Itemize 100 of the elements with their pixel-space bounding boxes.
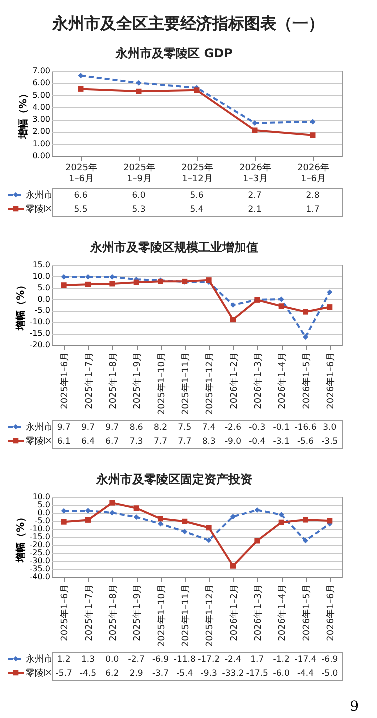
x-tick-label: 2025年1–11月: [180, 352, 192, 416]
x-tick-label: 2025年1–6月: [60, 584, 71, 642]
x-tick-label: 2026年1–3月: [252, 584, 264, 642]
point: [158, 521, 164, 527]
data-label: -2.4: [224, 655, 242, 665]
data-label: -16.6: [294, 423, 317, 433]
point: [136, 88, 142, 94]
point: [230, 514, 236, 520]
data-label: -0.4: [249, 437, 266, 447]
data-label: 8.6: [130, 423, 144, 433]
y-tick-label: -25.0: [30, 548, 50, 558]
point: [303, 334, 308, 340]
data-label: -5.4: [176, 669, 194, 679]
data-label: -2.7: [128, 655, 145, 665]
point: [61, 282, 67, 288]
data-label: 1.7: [306, 205, 320, 215]
data-label: 6.2: [106, 669, 120, 679]
data-label: -5.6: [297, 437, 314, 447]
legend-label: 永州市: [26, 654, 53, 665]
data-label: 7.7: [178, 437, 192, 447]
y-tick-label: 0.00: [32, 152, 50, 160]
data-label: -17.5: [246, 669, 268, 679]
x-tick-label: 2026年1–2月: [228, 352, 240, 410]
data-label: -6.0: [273, 669, 290, 679]
text: 永州市及全区主要经济指标图表（一）: [51, 14, 326, 35]
data-label: 8.2: [154, 423, 168, 433]
x-tick-label: 2025年1–6月: [60, 352, 71, 410]
point: [86, 274, 91, 280]
y-tick-label: -10.0: [30, 318, 50, 327]
y-tick-label: -15.0: [30, 329, 50, 338]
x-tick-label: 2025年1–8月: [108, 352, 119, 410]
legend-label: 永州市: [26, 190, 53, 201]
data-label: 6.0: [132, 191, 146, 201]
point: [86, 517, 91, 523]
point: [327, 518, 333, 524]
x-tick-label: 2026年1–4月: [277, 584, 288, 642]
x-tick-label: 2026年1–6月: [325, 584, 336, 642]
x-tick-label: 2025年1–7月: [84, 352, 95, 410]
data-label: 8.3: [202, 437, 216, 447]
x-tick-label: 2025年1–10月: [156, 352, 168, 416]
data-label: 1.7: [250, 655, 264, 665]
data-label: 2.9: [130, 669, 144, 679]
point: [206, 538, 212, 544]
y-tick-label: 3.00: [32, 115, 50, 124]
chart-title: 永州市及零陵区规模工业增加值: [90, 240, 258, 254]
data-label: -33.2: [222, 669, 244, 679]
point: [303, 538, 308, 544]
point: [310, 119, 316, 125]
x-tick-label: 2026年1–6月: [325, 352, 336, 410]
y-tick-label: 15.0: [32, 260, 50, 270]
y-tick-label: 2.00: [32, 127, 50, 136]
y-tick-label: 1.00: [32, 139, 50, 148]
point: [278, 520, 284, 526]
data-label: -1.2: [273, 655, 290, 665]
data-label: 2.8: [306, 191, 320, 201]
y-tick-label: 7.00: [32, 66, 50, 76]
data-label: -4.5: [80, 669, 97, 679]
data-label: 7.7: [154, 437, 168, 447]
point: [254, 508, 260, 514]
data-label: 1.3: [81, 655, 96, 665]
point: [134, 514, 140, 520]
chart-title: 永州市及零陵区固定资产投资: [96, 472, 252, 486]
y-tick-label: 0.0: [38, 508, 50, 518]
legend-label: 零陵区: [26, 436, 53, 447]
point: [230, 317, 236, 323]
point: [136, 80, 142, 86]
x-tick-label: 2025年1–6月: [66, 162, 98, 184]
data-label: 5.6: [190, 191, 204, 201]
data-label: -5.7: [56, 669, 72, 679]
y-tick-label: -40.0: [30, 572, 50, 582]
data-label: -17.4: [294, 655, 317, 665]
data-label: -6.9: [152, 655, 170, 665]
point: [254, 538, 260, 544]
y-tick-label: -5.0: [34, 306, 50, 316]
y-tick-label: 6.00: [32, 78, 50, 88]
data-label: -0.1: [273, 423, 290, 433]
x-tick-label: 2026年1–5月: [301, 584, 312, 642]
data-label: -4.4: [297, 669, 314, 679]
x-tick-label: 2025年1–12月: [204, 584, 216, 648]
data-label: 0.0: [106, 655, 120, 665]
y-tick-label: 5.0: [38, 500, 50, 510]
x-tick-label: 2026年1–5月: [301, 352, 312, 410]
y-tick-label: -35.0: [30, 564, 50, 574]
data-label: 6.4: [81, 437, 96, 447]
point: [61, 519, 67, 525]
data-label: -3.7: [152, 669, 170, 679]
data-label: -0.3: [249, 423, 266, 433]
x-tick-label: 2026年1–6月: [298, 162, 330, 184]
data-label: 7.3: [130, 437, 144, 447]
data-label: -11.8: [174, 655, 196, 665]
x-tick-label: 2025年1–12月: [182, 162, 214, 184]
x-tick-label: 2025年1–9月: [132, 352, 144, 410]
data-label: -3.5: [322, 437, 338, 447]
data-label: 6.1: [57, 437, 71, 447]
y-tick-label: 5.00: [32, 90, 50, 100]
y-tick-label: -20.0: [30, 340, 50, 350]
y-axis-title: 增幅（%）: [14, 512, 27, 564]
point: [278, 304, 284, 310]
point: [278, 512, 284, 518]
x-tick-label: 2026年1–3月: [240, 162, 272, 184]
